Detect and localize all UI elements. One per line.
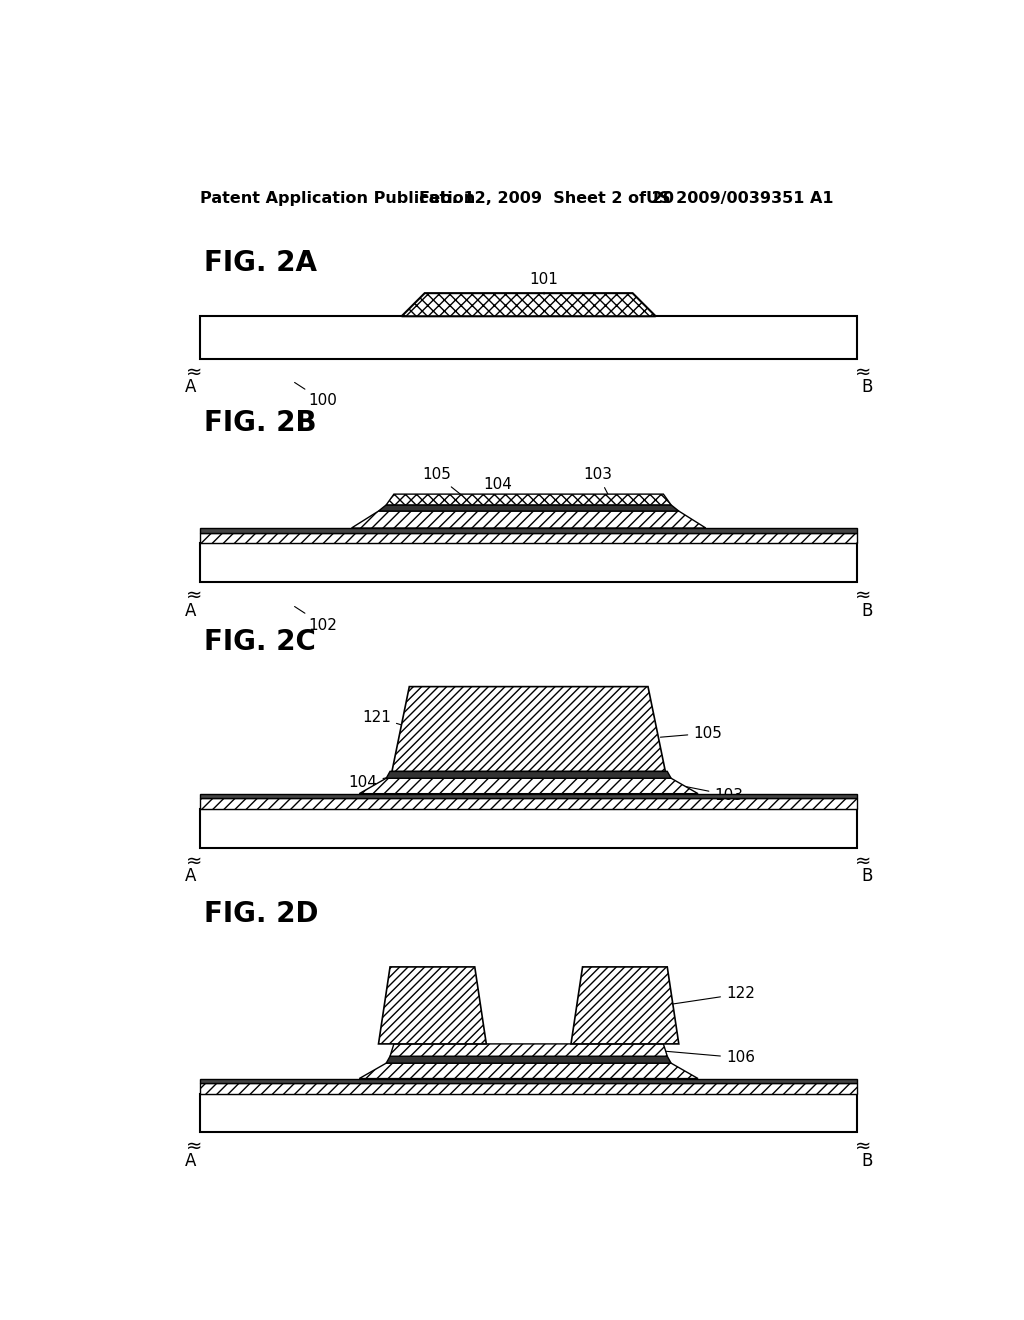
Text: B: B — [861, 378, 872, 396]
Polygon shape — [386, 494, 671, 506]
Bar — [200, 528, 857, 532]
Text: A: A — [185, 867, 197, 884]
Text: 121: 121 — [362, 710, 413, 729]
Text: 104: 104 — [483, 477, 512, 506]
Polygon shape — [359, 779, 698, 793]
Bar — [200, 544, 857, 582]
Text: 104: 104 — [348, 775, 399, 789]
Text: ≈: ≈ — [185, 363, 202, 381]
Text: 103: 103 — [584, 467, 620, 517]
Text: 100: 100 — [295, 383, 338, 408]
Text: 103: 103 — [685, 787, 743, 803]
Polygon shape — [392, 686, 666, 771]
Bar — [200, 799, 857, 809]
Text: FIG. 2C: FIG. 2C — [204, 628, 315, 656]
Text: ≈: ≈ — [185, 586, 202, 606]
Polygon shape — [390, 1044, 668, 1056]
Text: 105: 105 — [422, 467, 465, 498]
Text: ≈: ≈ — [185, 1137, 202, 1156]
Text: ≈: ≈ — [855, 1137, 871, 1156]
Polygon shape — [401, 293, 655, 317]
Text: A: A — [185, 378, 197, 396]
Text: FIG. 2D: FIG. 2D — [204, 900, 318, 928]
Text: A: A — [185, 1152, 197, 1170]
Text: 101: 101 — [529, 272, 558, 294]
Text: Feb. 12, 2009  Sheet 2 of 20: Feb. 12, 2009 Sheet 2 of 20 — [419, 191, 675, 206]
Bar — [200, 793, 857, 799]
Text: FIG. 2B: FIG. 2B — [204, 409, 316, 437]
Bar — [200, 809, 857, 847]
Text: ≈: ≈ — [855, 586, 871, 606]
Polygon shape — [379, 966, 486, 1044]
Polygon shape — [359, 1063, 698, 1078]
Polygon shape — [379, 506, 679, 511]
Text: B: B — [861, 867, 872, 884]
Text: FIG. 2A: FIG. 2A — [204, 249, 316, 277]
Polygon shape — [386, 771, 671, 779]
Bar — [200, 317, 857, 359]
Text: B: B — [861, 1152, 872, 1170]
Text: 102: 102 — [295, 606, 338, 632]
Polygon shape — [571, 966, 679, 1044]
Bar — [200, 1084, 857, 1094]
Text: B: B — [861, 602, 872, 620]
Polygon shape — [386, 1056, 671, 1063]
Text: Patent Application Publication: Patent Application Publication — [200, 191, 475, 206]
Text: US 2009/0039351 A1: US 2009/0039351 A1 — [646, 191, 834, 206]
Text: ≈: ≈ — [855, 851, 871, 871]
Text: 105: 105 — [660, 726, 722, 741]
Polygon shape — [410, 511, 648, 533]
Text: 122: 122 — [667, 986, 755, 1005]
Bar — [200, 533, 857, 544]
Polygon shape — [410, 779, 648, 799]
Text: ≈: ≈ — [855, 363, 871, 381]
Text: 106: 106 — [654, 1051, 755, 1065]
Bar — [200, 1094, 857, 1133]
Polygon shape — [351, 511, 706, 528]
Text: A: A — [185, 602, 197, 620]
Bar — [200, 1078, 857, 1084]
Polygon shape — [410, 1063, 648, 1084]
Text: ≈: ≈ — [185, 851, 202, 871]
